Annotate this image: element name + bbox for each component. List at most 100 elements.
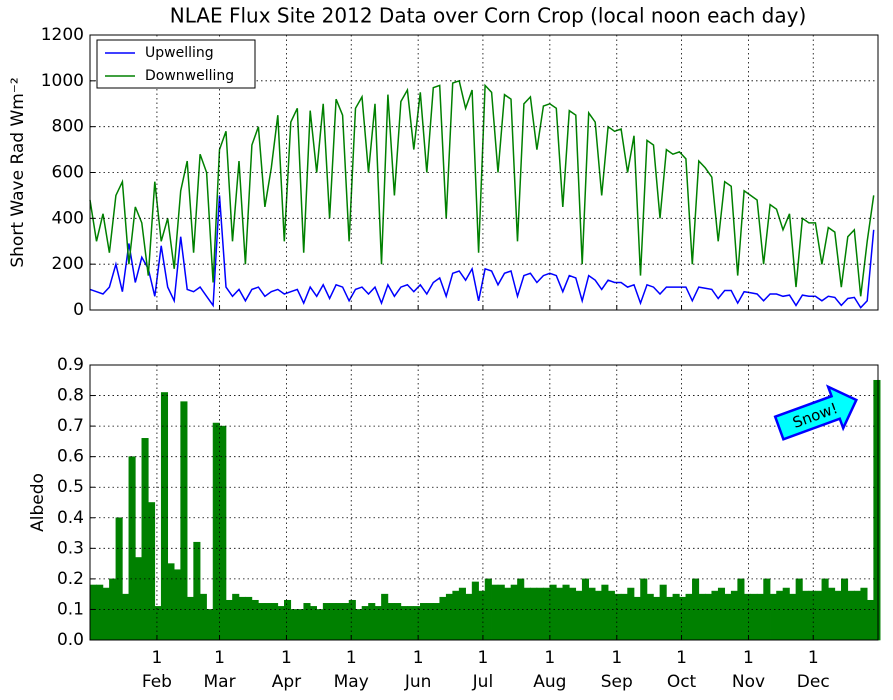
bar (556, 587, 564, 641)
bar (199, 593, 207, 641)
y-tick-label: 0.1 (57, 599, 84, 619)
bar (685, 593, 693, 641)
bar (316, 609, 324, 641)
bar (128, 456, 136, 641)
bar (653, 596, 661, 641)
bar (238, 596, 246, 641)
bar (478, 590, 486, 641)
bar (679, 596, 687, 641)
bar (491, 584, 499, 641)
bar (659, 584, 667, 641)
bar (543, 587, 551, 641)
y-axis-label: Short Wave Rad Wm⁻² (8, 77, 28, 267)
legend-label: Upwelling (145, 45, 214, 61)
bar (147, 502, 156, 641)
bar (355, 609, 363, 641)
y-tick-label: 0.7 (57, 416, 84, 436)
y-tick-label: 0.4 (57, 508, 84, 528)
plot (89, 379, 881, 641)
bar (504, 587, 512, 641)
bar (193, 541, 201, 641)
y-tick-label: 0.3 (57, 538, 84, 558)
bar (769, 593, 777, 641)
x-tick-label: 1 Jul (472, 648, 494, 692)
y-tick-label: 0.2 (57, 569, 84, 589)
bar (828, 587, 836, 641)
bar (102, 587, 110, 641)
y-tick-label: 0.5 (57, 477, 84, 497)
bar (711, 590, 719, 641)
bar (756, 593, 764, 641)
x-tick-label: 1 Nov (732, 648, 765, 692)
y-tick-label: 400 (52, 208, 84, 228)
bar (633, 596, 641, 641)
chart-title: NLAE Flux Site 2012 Data over Corn Crop … (170, 4, 807, 28)
y-tick-label: 1000 (41, 71, 84, 91)
bar (666, 596, 674, 641)
bar (173, 569, 181, 641)
bar (782, 587, 790, 641)
bar (251, 599, 259, 641)
bar (853, 590, 862, 641)
bar (497, 584, 505, 641)
bar (743, 593, 751, 641)
bar (277, 606, 285, 641)
bar (536, 587, 544, 641)
bar (860, 587, 868, 641)
legend-label: Downwelling (145, 68, 234, 84)
bar (808, 590, 816, 641)
legend: Upwelling Downwelling (96, 39, 256, 89)
plot (89, 79, 875, 309)
bar (614, 593, 622, 641)
bar (348, 599, 356, 641)
line-series (89, 79, 875, 297)
bar (471, 581, 479, 641)
bar (245, 596, 253, 641)
bar (568, 587, 577, 641)
bar (115, 517, 123, 641)
bar (724, 593, 732, 641)
y-tick-label: 1200 (41, 25, 84, 45)
bar (160, 392, 169, 641)
bar (866, 599, 874, 641)
bar (439, 596, 447, 641)
bar (400, 606, 408, 641)
bar (730, 590, 738, 641)
bar (750, 593, 758, 641)
bar (588, 587, 596, 641)
bar (290, 609, 298, 641)
bar (594, 590, 602, 641)
x-tick-label: 1 May (334, 648, 369, 692)
bar (96, 584, 104, 641)
bar (646, 593, 654, 641)
bar (167, 563, 175, 641)
y-tick-label: 0.8 (57, 386, 84, 406)
bar (847, 590, 855, 641)
bar (445, 593, 453, 641)
bar (322, 603, 330, 641)
bar (394, 603, 402, 641)
bar (387, 603, 395, 641)
bar (381, 593, 389, 641)
annotation: Snow! (773, 384, 859, 441)
bar (821, 578, 829, 641)
bar (420, 603, 428, 641)
y-tick-label: 0.0 (57, 630, 84, 650)
bar (264, 603, 272, 641)
bar (834, 590, 842, 641)
bar (465, 593, 473, 641)
y-tick-label: 600 (52, 163, 84, 183)
bar (368, 603, 376, 641)
bar (627, 587, 635, 641)
bar (562, 584, 570, 641)
x-tick-label: 1 Dec (797, 648, 830, 692)
y-tick-label: 0.9 (57, 355, 84, 375)
bar (309, 606, 317, 641)
bar (789, 593, 797, 641)
bar (374, 606, 382, 641)
bar (620, 593, 628, 641)
bar (206, 609, 214, 641)
bar (135, 557, 143, 641)
bar (186, 596, 194, 641)
bar (607, 590, 615, 641)
